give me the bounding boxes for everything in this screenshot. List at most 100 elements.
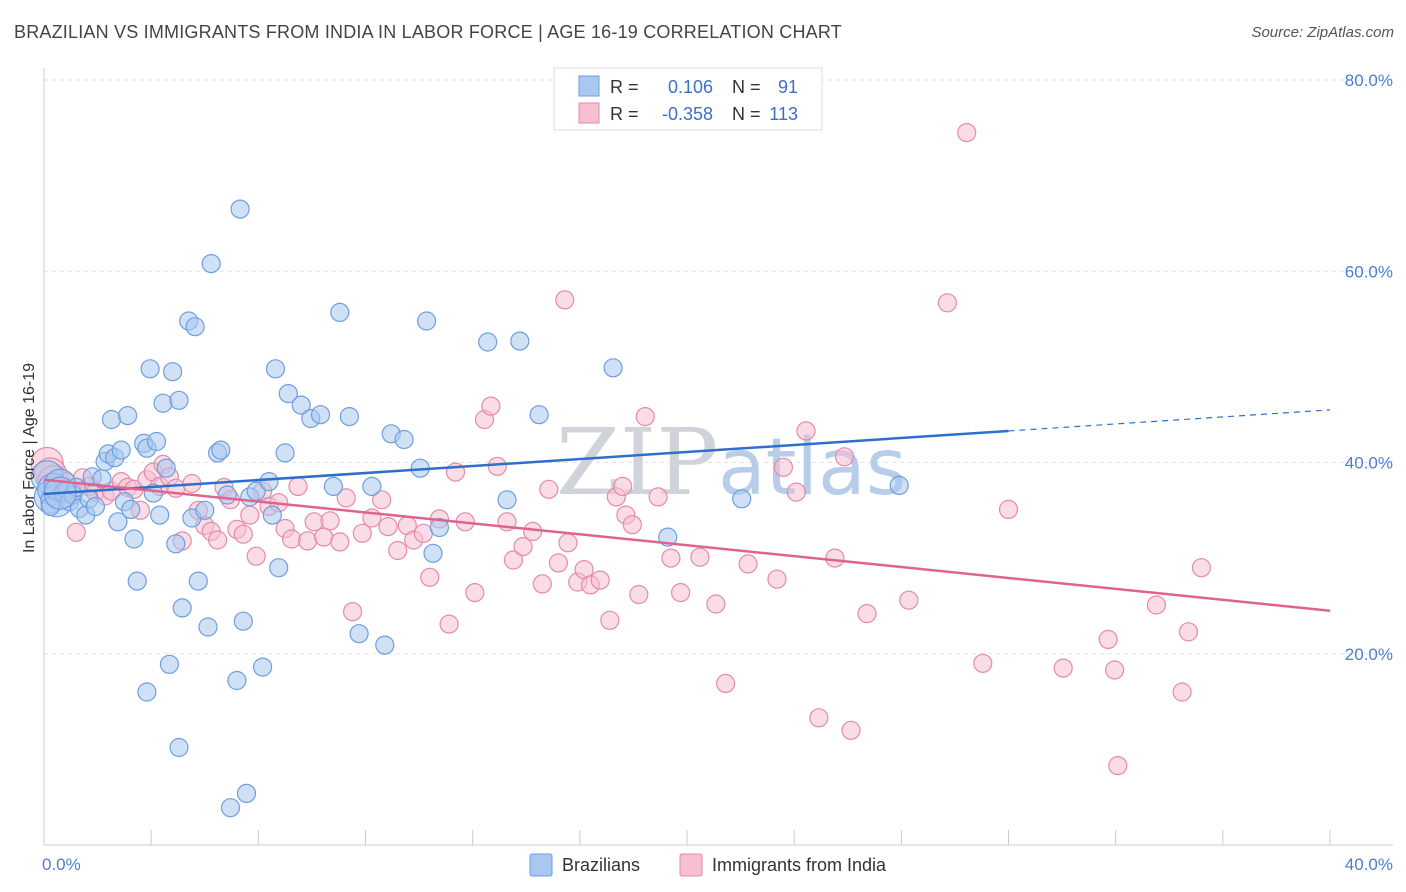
source-label: Source: ZipAtlas.com [1251,24,1394,41]
india-point [465,582,485,603]
india-point [314,527,334,547]
brazilian-point [259,472,279,492]
brazilian-point [278,384,298,404]
india-point [558,533,578,553]
series-legend: Brazilians Immigrants from India [529,853,887,877]
brazilian-point [211,440,231,460]
brazilian-point [265,359,286,379]
brazilian-point [230,199,250,219]
india-trend-line [43,478,1331,612]
brazilian-point [185,317,205,337]
brazilian-point [323,476,343,496]
india-point [320,511,340,531]
india-point [330,532,350,552]
india-point [825,548,845,568]
india-point [670,582,691,603]
brazilian-point [195,500,215,520]
india-point [786,482,806,502]
brazilian-point [111,440,131,460]
india-point [1108,755,1128,776]
stats-legend: R = 0.106 N = 91 R = -0.358 N = 113 [553,67,823,131]
india-point [539,479,559,499]
watermark-zip: ZIP [556,409,718,516]
india-point [336,488,356,508]
brazilian-point [349,624,369,644]
brazilian-point [423,543,443,563]
india-point [420,567,440,587]
legend-n-label-1: N = [732,77,761,97]
india-point [613,476,633,496]
legend-r-value-2: -0.358 [662,104,713,124]
brazilian-point [108,512,128,532]
brazilian-point [394,429,414,450]
india-point [648,487,668,507]
india-point [629,584,649,605]
brazilian-point [85,496,106,517]
india-point [208,530,228,550]
brazilian-point [169,390,189,410]
x-tick-label-max: 40.0% [1345,855,1393,874]
y-axis-title: In Labor Force | Age 16-19 [21,363,38,553]
brazilian-point [269,558,289,578]
india-point [796,421,816,441]
india-point [282,529,302,549]
brazilian-trend-line [43,429,1009,496]
india-point [288,476,308,496]
brazilian-point [124,529,144,549]
india-point [240,505,260,525]
brazilian-points [30,199,909,818]
brazilian-point [429,517,449,538]
brazilian-point [188,571,208,591]
brazilian-point [156,458,176,478]
india-point [1098,629,1118,650]
series-legend-swatch-brazilians [529,853,553,877]
india-point [298,531,318,551]
india-point [622,515,642,535]
brazilian-point [220,798,241,818]
brazilian-point [291,395,311,415]
brazilian-point [889,475,909,495]
brazilian-point [140,359,160,379]
brazilian-point [117,406,138,426]
india-point [1053,658,1073,678]
brazilian-point [169,737,189,758]
india-point [246,546,266,566]
brazilian-point [732,489,752,509]
india-point [523,521,543,542]
brazilian-trend-extension [1008,409,1331,432]
india-point [233,524,253,544]
india-point [773,457,794,477]
trend-lines [43,409,1331,612]
brazilian-point [253,657,273,677]
india-point [590,570,610,590]
brazilian-point [201,254,221,274]
india-point [809,708,829,728]
india-point [635,407,655,427]
y-tick-label: 40.0% [1345,454,1393,473]
india-point [481,396,501,416]
brazilian-point [233,611,253,631]
india-point [600,610,620,630]
x-tick-label-min: 0.0% [42,855,81,874]
brazilian-point [362,476,382,496]
brazilian-point [121,499,141,519]
india-point [899,590,919,610]
india-point [66,522,86,542]
brazilian-point [510,331,530,351]
india-point [555,290,575,310]
brazilian-point [217,485,237,505]
brazilian-point [529,405,549,425]
india-points [30,123,1212,776]
india-point [834,447,855,467]
legend-r-value-1: 0.106 [668,77,713,97]
india-point [998,499,1019,519]
chart-title: BRAZILIAN VS IMMIGRANTS FROM INDIA IN LA… [14,22,842,42]
x-ticks [150,830,1331,845]
india-point [841,720,861,740]
india-point [372,490,392,510]
legend-swatch-pink [578,102,600,124]
india-point [548,553,569,573]
brazilian-point [478,332,498,352]
india-point [503,550,524,570]
